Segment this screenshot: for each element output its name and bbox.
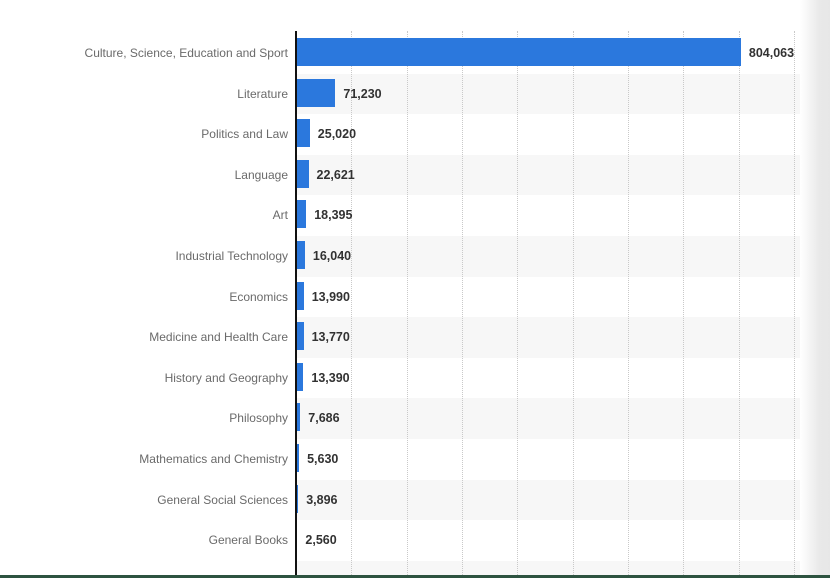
category-label: Art: [272, 208, 288, 223]
bar[interactable]: [296, 362, 304, 391]
bar[interactable]: [296, 78, 336, 107]
gridline: [461, 31, 463, 575]
value-label: 13,770: [311, 330, 350, 345]
category-label: Medicine and Health Care: [149, 330, 288, 345]
row-stripe: [296, 398, 800, 439]
gridline: [627, 31, 629, 575]
bar[interactable]: [296, 159, 309, 188]
row-stripe: [296, 560, 800, 575]
category-label: History and Geography: [164, 370, 288, 385]
gridline: [572, 31, 574, 575]
category-label: Politics and Law: [201, 127, 288, 142]
value-label: 3,896: [306, 492, 338, 507]
value-label: 2,560: [305, 533, 337, 548]
value-label: 7,686: [308, 411, 340, 426]
category-label: General Books: [208, 533, 288, 548]
x-axis-baseline: [0, 575, 830, 578]
bar[interactable]: [296, 484, 299, 513]
category-label: Culture, Science, Education and Sport: [84, 46, 288, 60]
gridline: [683, 31, 685, 575]
gridline: [406, 31, 408, 575]
y-axis-line: [295, 31, 297, 577]
category-label: Literature: [237, 86, 288, 101]
bar[interactable]: [296, 38, 741, 66]
bar[interactable]: [296, 322, 304, 351]
value-label: 25,020: [317, 127, 357, 142]
category-label: Language: [234, 167, 288, 182]
row-stripe: [296, 236, 800, 277]
bar[interactable]: [296, 119, 310, 148]
value-label: 13,390: [311, 370, 350, 385]
gridline: [351, 31, 353, 575]
category-label: Economics: [229, 289, 288, 304]
value-label: 18,395: [314, 208, 353, 223]
gridline: [738, 31, 740, 575]
bar[interactable]: [296, 444, 300, 472]
row-stripe: [296, 317, 800, 358]
gridline: [517, 31, 519, 575]
bar[interactable]: [296, 241, 305, 269]
value-label: 71,230: [343, 86, 382, 101]
bar[interactable]: [296, 281, 304, 310]
row-stripe: [296, 73, 800, 115]
bar[interactable]: [296, 403, 301, 432]
page-edge-shadow: [800, 0, 830, 575]
row-stripe: [296, 479, 800, 521]
value-label: 22,621: [316, 167, 355, 182]
category-label: Industrial Technology: [175, 249, 288, 263]
bar[interactable]: [296, 200, 307, 229]
category-label: Mathematics and Chemistry: [139, 452, 288, 466]
value-label: 13,990: [311, 289, 350, 304]
category-label: Philosophy: [229, 411, 288, 426]
value-label: 5,630: [307, 452, 339, 466]
gridline: [793, 31, 795, 575]
value-label: 804,063: [748, 46, 795, 60]
row-stripe: [296, 154, 800, 196]
value-label: 16,040: [312, 249, 352, 263]
category-label: General Social Sciences: [157, 492, 288, 507]
